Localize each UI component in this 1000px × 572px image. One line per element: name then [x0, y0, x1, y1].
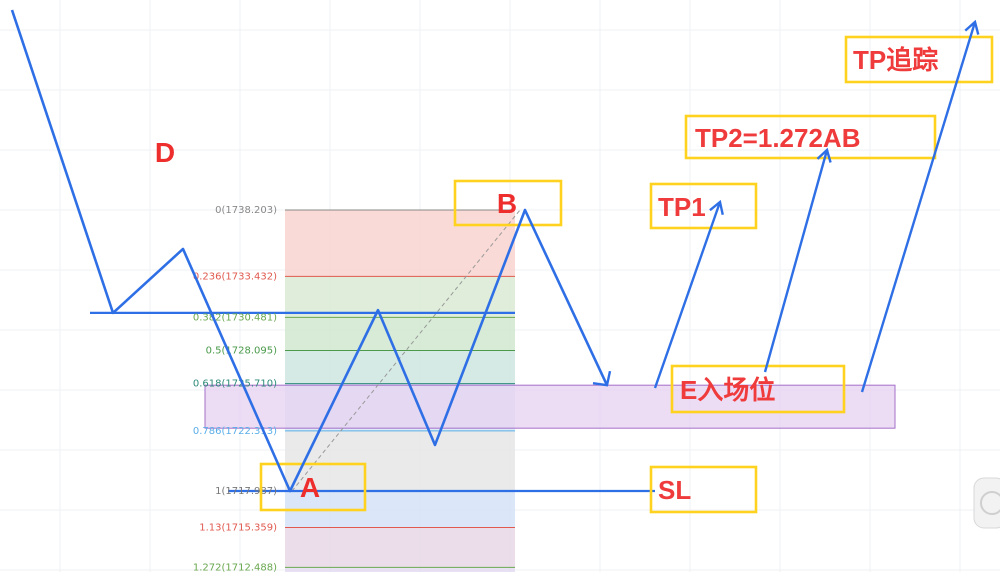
point-a-label: A: [300, 472, 320, 503]
fib-labels: 0(1738.203) 0.236(1733.432) 0.382(1730.481…: [193, 205, 277, 572]
entry-zone: [204, 384, 896, 429]
tp-trail-label: TP追踪: [853, 45, 938, 75]
fib-level-label: 1(1717.987): [215, 486, 277, 497]
tp2-arrow: [763, 149, 829, 373]
tp1-arrow-head: [709, 199, 724, 215]
video-player-icon[interactable]: [973, 477, 1000, 529]
tp2-box: [684, 114, 937, 160]
fib-level-label: 0.236(1733.432): [193, 271, 277, 282]
tp1-label: TP1: [658, 192, 706, 222]
fib-band: [285, 527, 515, 568]
annotation-texts: B TP1 TP2=1.272AB TP追踪 E入场位 SL A D: [155, 45, 938, 505]
target-arrows: [653, 19, 980, 393]
stop-loss-label: SL: [658, 475, 691, 505]
fib-band: [285, 350, 515, 384]
stop-loss-box: [649, 465, 758, 514]
tp-trail-box: [844, 35, 994, 84]
fib-band: [285, 317, 515, 351]
entry-box: [670, 364, 846, 414]
tp1-box: [649, 182, 758, 230]
fib-level-label: 0(1738.203): [215, 205, 277, 216]
fib-level-label: 0.618(1725.710): [193, 379, 277, 390]
fib-level-label: 1.272(1712.488): [193, 562, 277, 572]
video-icon-ring: [980, 491, 1000, 515]
fib-level-label: 0.5(1728.095): [206, 346, 278, 357]
tp2-label: TP2=1.272AB: [695, 123, 860, 153]
fib-band: [285, 276, 515, 318]
fib-level-label: 0.382(1730.481): [193, 312, 277, 323]
price-path-line: [10, 9, 609, 493]
point-d-label: D: [155, 137, 175, 168]
tp1-arrow: [653, 201, 722, 389]
video-icon-bg[interactable]: [973, 477, 1000, 529]
price-path: [10, 9, 612, 493]
point-b-box: [453, 179, 563, 227]
fib-band: [285, 430, 515, 491]
path-arrowhead: [592, 370, 612, 387]
support-lines: [90, 311, 655, 493]
tp-trail-arrow: [860, 21, 977, 393]
fib-anchor-dashed-line: [291, 209, 521, 492]
fib-level-label: 1.13(1715.359): [199, 523, 277, 534]
label-boxes: [259, 35, 994, 514]
fib-band: [285, 567, 515, 572]
fib-band: [285, 210, 515, 277]
point-b-label: B: [497, 188, 517, 219]
point-a-box: [259, 462, 367, 512]
entry-label: E入场位: [680, 375, 775, 405]
fib-bands: [285, 210, 515, 572]
tp-trail-arrow-head: [964, 19, 980, 35]
tp2-arrow-head: [816, 147, 832, 163]
fib-level-label: 0.786(1722.313): [193, 426, 277, 437]
